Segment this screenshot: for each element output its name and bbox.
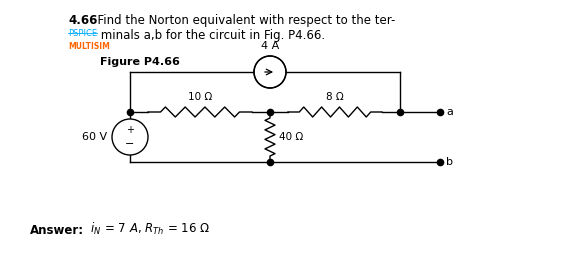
- Text: a: a: [446, 107, 453, 117]
- Text: 10 Ω: 10 Ω: [188, 92, 212, 102]
- Circle shape: [254, 56, 286, 88]
- Text: −: −: [126, 139, 135, 149]
- Text: Find the Norton equivalent with respect to the ter-: Find the Norton equivalent with respect …: [90, 14, 395, 27]
- Text: PSPICE: PSPICE: [68, 29, 97, 38]
- Text: Figure P4.66: Figure P4.66: [100, 57, 180, 67]
- Text: 60 V: 60 V: [82, 132, 107, 142]
- Text: 4 A: 4 A: [261, 41, 279, 51]
- Text: b: b: [446, 157, 453, 167]
- Text: +: +: [126, 125, 134, 135]
- Text: MULTISIM: MULTISIM: [68, 42, 110, 51]
- Text: 8 Ω: 8 Ω: [326, 92, 344, 102]
- Text: minals a,b for the circuit in Fig. P4.66.: minals a,b for the circuit in Fig. P4.66…: [97, 29, 325, 42]
- Text: 4.66: 4.66: [68, 14, 98, 27]
- Text: $i_N$ = 7 $A$, $R_{Th}$ = 16 Ω: $i_N$ = 7 $A$, $R_{Th}$ = 16 Ω: [87, 221, 210, 237]
- Text: Answer:: Answer:: [30, 224, 84, 237]
- Circle shape: [112, 119, 148, 155]
- Text: 40 Ω: 40 Ω: [279, 132, 303, 142]
